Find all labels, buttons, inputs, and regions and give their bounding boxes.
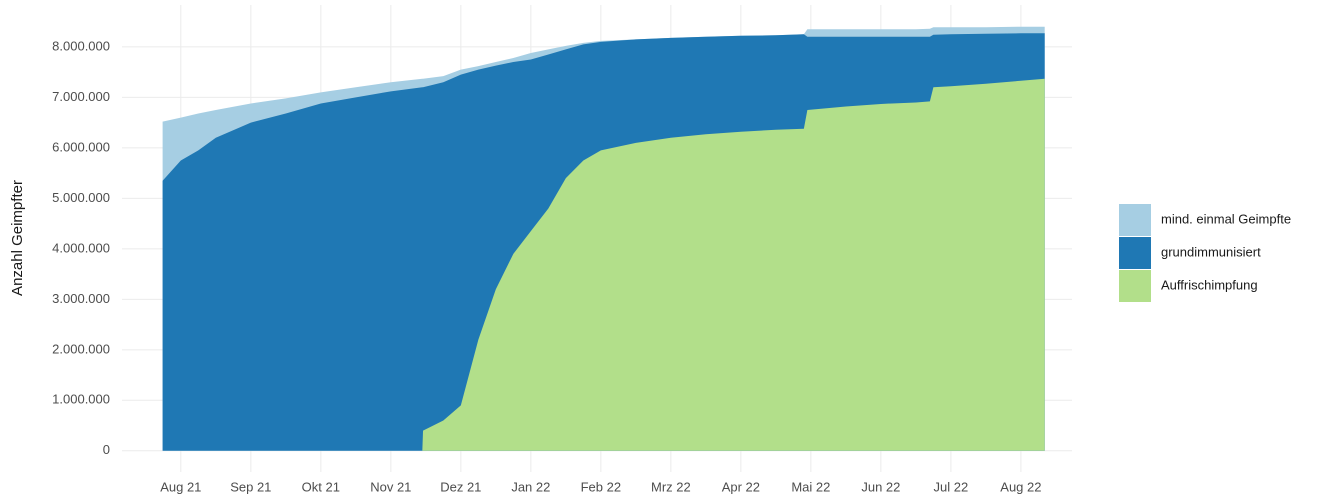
y-tick-label: 1.000.000 bbox=[52, 392, 110, 407]
legend-label: Auffrischimpfung bbox=[1161, 277, 1258, 292]
x-tick-label: Dez 21 bbox=[440, 479, 481, 494]
x-tick-label: Jan 22 bbox=[511, 479, 550, 494]
legend-label: grundimmunisiert bbox=[1161, 244, 1261, 259]
x-tick-label: Nov 21 bbox=[370, 479, 411, 494]
y-tick-label: 3.000.000 bbox=[52, 291, 110, 306]
x-tick-label: Okt 21 bbox=[302, 479, 340, 494]
x-tick-label: Jul 22 bbox=[934, 479, 969, 494]
y-tick-label: 5.000.000 bbox=[52, 190, 110, 205]
x-tick-label: Aug 21 bbox=[160, 479, 201, 494]
y-tick-label: 4.000.000 bbox=[52, 240, 110, 255]
y-tick-label: 2.000.000 bbox=[52, 341, 110, 356]
legend-swatch bbox=[1119, 237, 1151, 269]
legend-swatch bbox=[1119, 270, 1151, 302]
x-tick-label: Sep 21 bbox=[230, 479, 271, 494]
x-tick-label: Feb 22 bbox=[581, 479, 621, 494]
x-tick-label: Apr 22 bbox=[722, 479, 760, 494]
x-tick-label: Jun 22 bbox=[861, 479, 900, 494]
area bbox=[162, 78, 1045, 451]
x-tick-label: Mrz 22 bbox=[651, 479, 691, 494]
y-axis-title: Anzahl Geimpfter bbox=[9, 180, 26, 296]
legend-label: mind. einmal Geimpfte bbox=[1161, 211, 1291, 226]
y-tick-label: 8.000.000 bbox=[52, 38, 110, 53]
y-tick-label: 6.000.000 bbox=[52, 139, 110, 154]
y-tick-label: 0 bbox=[103, 442, 110, 457]
legend-swatch bbox=[1119, 204, 1151, 236]
y-tick-label: 7.000.000 bbox=[52, 89, 110, 104]
x-tick-label: Mai 22 bbox=[791, 479, 830, 494]
x-tick-label: Aug 22 bbox=[1000, 479, 1041, 494]
